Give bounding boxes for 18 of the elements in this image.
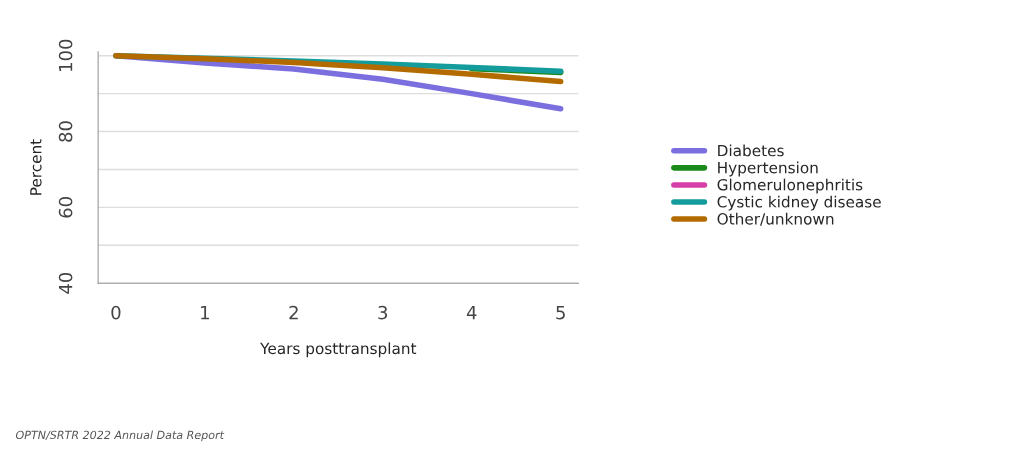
y-tick-label: 60 — [58, 197, 73, 218]
legend-label: Glomerulonephritis — [717, 178, 863, 194]
x-tick-label: 4 — [466, 305, 477, 320]
y-tick-label: 100 — [58, 39, 73, 71]
legend-label: Diabetes — [718, 144, 784, 157]
x-axis-title: Years posttransplant — [260, 342, 417, 358]
x-tick-label: 3 — [378, 305, 388, 320]
y-tick-label: 80 — [58, 121, 73, 142]
text: OPTN/SRTR 2022 Annual Data Report — [15, 430, 225, 442]
legend-label: Other/unknown — [717, 212, 834, 226]
x-tick-label: 1 — [201, 305, 209, 320]
x-tick-label: 2 — [289, 305, 298, 320]
y-tick-label: 40 — [58, 272, 73, 294]
legend-label: Hypertension — [718, 161, 818, 177]
x-tick-label: 5 — [556, 305, 565, 320]
x-tick-label: 0 — [111, 305, 121, 320]
legend-label: Cystic kidney disease — [717, 195, 881, 211]
y-axis-title: Percent — [30, 139, 42, 195]
